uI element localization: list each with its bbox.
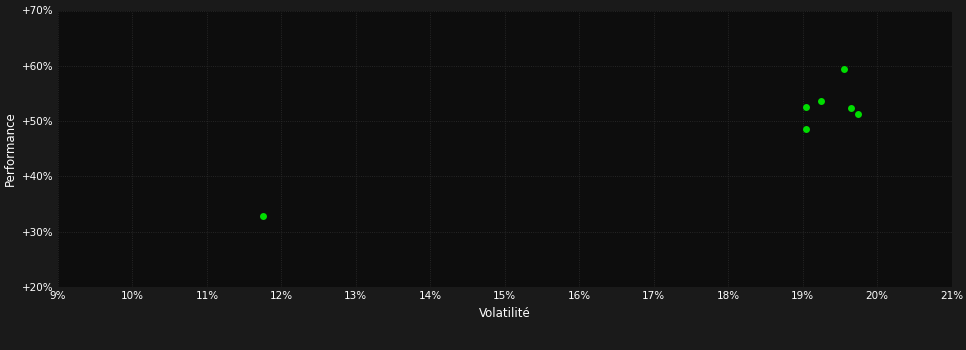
Point bbox=[836, 66, 851, 71]
Point bbox=[255, 214, 270, 219]
Point bbox=[799, 104, 814, 110]
X-axis label: Volatilité: Volatilité bbox=[479, 307, 530, 320]
Y-axis label: Performance: Performance bbox=[4, 111, 16, 186]
Point bbox=[799, 127, 814, 132]
Point bbox=[843, 105, 859, 111]
Point bbox=[851, 111, 867, 117]
Point bbox=[813, 98, 829, 104]
